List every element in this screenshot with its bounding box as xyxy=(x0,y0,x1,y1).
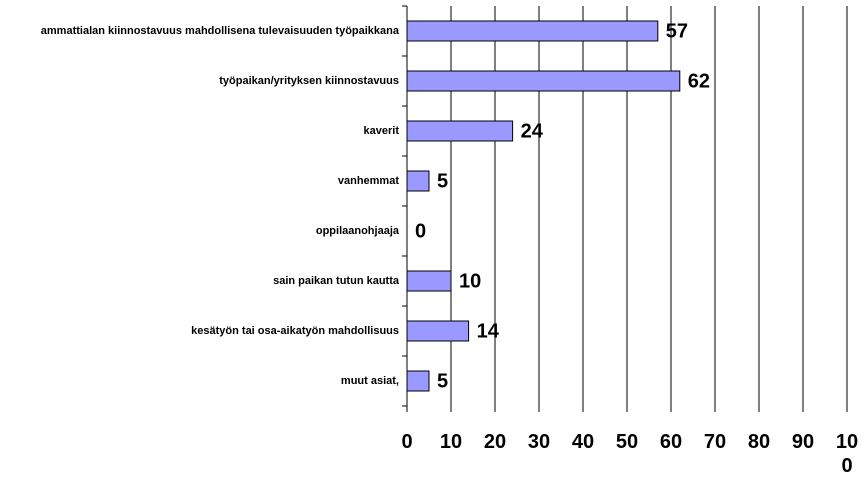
category-text: kaverit xyxy=(363,125,399,137)
x-tick-label: 80 xyxy=(747,431,771,453)
value-label: 5 xyxy=(437,170,448,192)
category-label: vanhemmat xyxy=(0,161,399,201)
category-text: sain paikan tutun kautta xyxy=(273,275,399,287)
value-label: 57 xyxy=(666,20,688,42)
value-label: 14 xyxy=(477,320,500,342)
x-tick-label: 10 xyxy=(439,431,463,453)
value-label: 24 xyxy=(521,120,544,142)
bar xyxy=(406,370,430,392)
category-text: muut asiat, xyxy=(340,375,399,387)
value-label: 0 xyxy=(415,220,426,242)
category-label: muut asiat, xyxy=(0,361,399,401)
category-label: kesätyön tai osa-aikatyön mahdollisuus xyxy=(0,311,399,351)
x-tick-label: 0 xyxy=(401,431,413,453)
category-text: työpaikan/yrityksen kiinnostavuus xyxy=(219,75,399,87)
category-text: kesätyön tai osa-aikatyön mahdollisuus xyxy=(191,325,399,337)
category-label: kaverit xyxy=(0,111,399,151)
category-text: ammattialan kiinnostavuus mahdollisena t… xyxy=(40,25,399,37)
x-tick-label: 50 xyxy=(615,431,639,453)
bar xyxy=(406,270,452,292)
bar xyxy=(406,320,470,342)
category-text: oppilaanohjaaja xyxy=(315,225,399,237)
category-label: sain paikan tutun kautta xyxy=(0,261,399,301)
bar xyxy=(406,20,659,42)
category-label: ammattialan kiinnostavuus mahdollisena t… xyxy=(0,11,399,51)
x-tick-label: 40 xyxy=(571,431,595,453)
x-tick-label: 30 xyxy=(527,431,551,453)
x-tick-label: 20 xyxy=(483,431,507,453)
x-tick-label: 70 xyxy=(703,431,727,453)
x-tick-label: 90 xyxy=(791,431,815,453)
category-label: työpaikan/yrityksen kiinnostavuus xyxy=(0,61,399,101)
value-label: 5 xyxy=(437,370,448,392)
bar xyxy=(406,120,514,142)
value-label: 62 xyxy=(688,70,710,92)
x-tick-label: 100 xyxy=(835,431,859,477)
category-text: vanhemmat xyxy=(337,175,399,187)
x-tick-label: 60 xyxy=(659,431,683,453)
value-label: 10 xyxy=(459,270,481,292)
bar xyxy=(406,70,681,92)
bar xyxy=(406,170,430,192)
category-label: oppilaanohjaaja xyxy=(0,211,399,251)
